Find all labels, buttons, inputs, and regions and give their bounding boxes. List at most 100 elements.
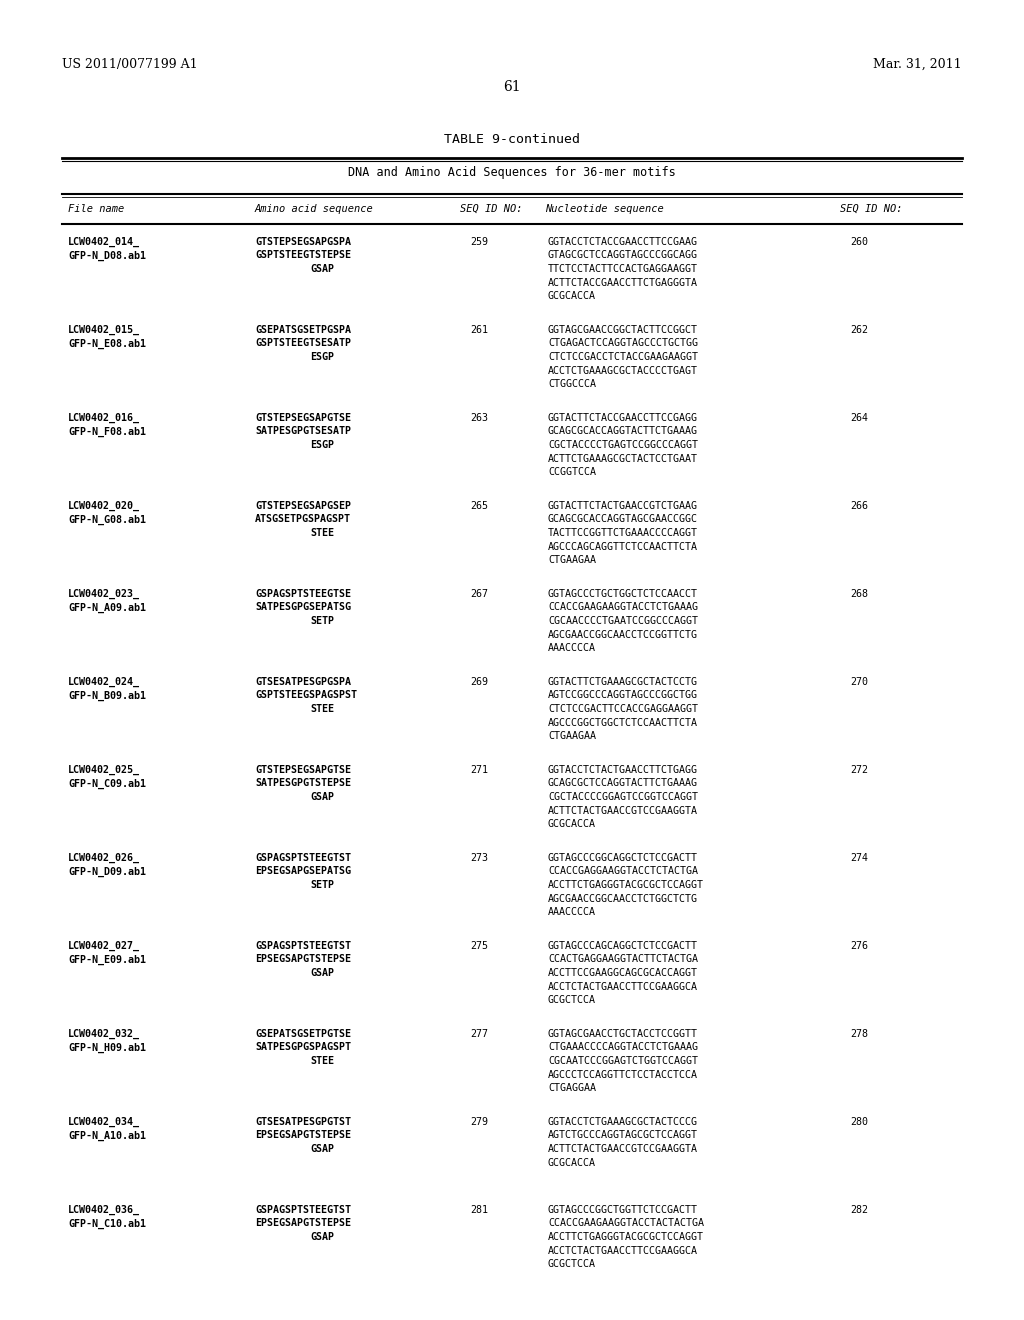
Text: EPSEGSAPGTSTEPSE: EPSEGSAPGTSTEPSE xyxy=(255,954,351,965)
Text: GSEPATSGSETPGSPA: GSEPATSGSETPGSPA xyxy=(255,325,351,335)
Text: 271: 271 xyxy=(470,766,488,775)
Text: GCAGCGCTCCAGGTACTTCTGAAAG: GCAGCGCTCCAGGTACTTCTGAAAG xyxy=(548,779,698,788)
Text: SATPESGPGTSESATP: SATPESGPGTSESATP xyxy=(255,426,351,437)
Text: AGCCCAGCAGGTTCTCCAACTTCTA: AGCCCAGCAGGTTCTCCAACTTCTA xyxy=(548,541,698,552)
Text: GTSESATPESGPGSPA: GTSESATPESGPGSPA xyxy=(255,677,351,686)
Text: AAACCCCA: AAACCCCA xyxy=(548,643,596,653)
Text: CTGAAGAA: CTGAAGAA xyxy=(548,554,596,565)
Text: SATPESGPGSPAGSPT: SATPESGPGSPAGSPT xyxy=(255,1043,351,1052)
Text: ACCTTCTGAGGGTACGCGCTCCAGGT: ACCTTCTGAGGGTACGCGCTCCAGGT xyxy=(548,880,705,890)
Text: CCACCGAGGAAGGTACCTCTACTGA: CCACCGAGGAAGGTACCTCTACTGA xyxy=(548,866,698,876)
Text: 262: 262 xyxy=(850,325,868,335)
Text: 280: 280 xyxy=(850,1117,868,1127)
Text: GFP-N_C09.ab1: GFP-N_C09.ab1 xyxy=(68,779,146,789)
Text: TABLE 9-continued: TABLE 9-continued xyxy=(444,133,580,147)
Text: 277: 277 xyxy=(470,1030,488,1039)
Text: SETP: SETP xyxy=(310,880,334,890)
Text: GGTAGCCCGGCAGGCTCTCCGACTT: GGTAGCCCGGCAGGCTCTCCGACTT xyxy=(548,853,698,863)
Text: CCACCGAAGAAGGTACCTACTACTGA: CCACCGAAGAAGGTACCTACTACTGA xyxy=(548,1218,705,1229)
Text: LCW0402_032_: LCW0402_032_ xyxy=(68,1030,140,1039)
Text: ACCTCTACTGAACCTTCCGAAGGCA: ACCTCTACTGAACCTTCCGAAGGCA xyxy=(548,982,698,991)
Text: GFP-N_D08.ab1: GFP-N_D08.ab1 xyxy=(68,251,146,261)
Text: CCGGTCCA: CCGGTCCA xyxy=(548,467,596,477)
Text: GSPAGSPTSTEEGTST: GSPAGSPTSTEEGTST xyxy=(255,941,351,950)
Text: CTGGCCCA: CTGGCCCA xyxy=(548,379,596,389)
Text: GFP-N_H09.ab1: GFP-N_H09.ab1 xyxy=(68,1043,146,1053)
Text: SEQ ID NO:: SEQ ID NO: xyxy=(840,205,902,214)
Text: 278: 278 xyxy=(850,1030,868,1039)
Text: GSAP: GSAP xyxy=(310,792,334,803)
Text: ACTTCTACCGAACCTTCTGAGGGTA: ACTTCTACCGAACCTTCTGAGGGTA xyxy=(548,277,698,288)
Text: GSPTSTEEGTSESATP: GSPTSTEEGTSESATP xyxy=(255,338,351,348)
Text: STEE: STEE xyxy=(310,528,334,539)
Text: AGCGAACCGGCAACCTCTGGCTCTG: AGCGAACCGGCAACCTCTGGCTCTG xyxy=(548,894,698,903)
Text: TTCTCCTACTTCCACTGAGGAAGGT: TTCTCCTACTTCCACTGAGGAAGGT xyxy=(548,264,698,275)
Text: CTGAGGAA: CTGAGGAA xyxy=(548,1082,596,1093)
Text: GCGCTCCA: GCGCTCCA xyxy=(548,1259,596,1269)
Text: 274: 274 xyxy=(850,853,868,863)
Text: ACCTCTACTGAACCTTCCGAAGGCA: ACCTCTACTGAACCTTCCGAAGGCA xyxy=(548,1246,698,1255)
Text: LCW0402_036_: LCW0402_036_ xyxy=(68,1205,140,1216)
Text: 261: 261 xyxy=(470,325,488,335)
Text: ATSGSETPGSPAGSPT: ATSGSETPGSPAGSPT xyxy=(255,515,351,524)
Text: 270: 270 xyxy=(850,677,868,686)
Text: ESGP: ESGP xyxy=(310,352,334,362)
Text: EPSEGSAPGTSTEPSE: EPSEGSAPGTSTEPSE xyxy=(255,1218,351,1229)
Text: 268: 268 xyxy=(850,589,868,599)
Text: CGCTACCCCGGAGTCCGGTCCAGGT: CGCTACCCCGGAGTCCGGTCCAGGT xyxy=(548,792,698,803)
Text: 272: 272 xyxy=(850,766,868,775)
Text: LCW0402_015_: LCW0402_015_ xyxy=(68,325,140,335)
Text: GTAGCGCTCCAGGTAGCCCGGCAGG: GTAGCGCTCCAGGTAGCCCGGCAGG xyxy=(548,251,698,260)
Text: CTGAGACTCCAGGTAGCCCTGCTGG: CTGAGACTCCAGGTAGCCCTGCTGG xyxy=(548,338,698,348)
Text: SATPESGPGTSTEPSE: SATPESGPGTSTEPSE xyxy=(255,779,351,788)
Text: Nucleotide sequence: Nucleotide sequence xyxy=(545,205,664,214)
Text: AGTCCGGCCCAGGTAGCCCGGCTGG: AGTCCGGCCCAGGTAGCCCGGCTGG xyxy=(548,690,698,701)
Text: GCGCTCCA: GCGCTCCA xyxy=(548,995,596,1005)
Text: AGCCCGGCTGGCTCTCCAACTTCTA: AGCCCGGCTGGCTCTCCAACTTCTA xyxy=(548,718,698,727)
Text: CTGAAGAA: CTGAAGAA xyxy=(548,731,596,741)
Text: CGCAACCCCTGAATCCGGCCCAGGT: CGCAACCCCTGAATCCGGCCCAGGT xyxy=(548,616,698,626)
Text: GCGCACCA: GCGCACCA xyxy=(548,1158,596,1167)
Text: 279: 279 xyxy=(470,1117,488,1127)
Text: GSEPATSGSETPGTSE: GSEPATSGSETPGTSE xyxy=(255,1030,351,1039)
Text: GGTAGCCCAGCAGGCTCTCCGACTT: GGTAGCCCAGCAGGCTCTCCGACTT xyxy=(548,941,698,950)
Text: ACTTCTGAAAGCGCTACTCCTGAAT: ACTTCTGAAAGCGCTACTCCTGAAT xyxy=(548,454,698,463)
Text: CTCTCCGACTTCCACCGAGGAAGGT: CTCTCCGACTTCCACCGAGGAAGGT xyxy=(548,704,698,714)
Text: GGTACTTCTACCGAACCTTCCGAGG: GGTACTTCTACCGAACCTTCCGAGG xyxy=(548,413,698,422)
Text: GGTACCTCTGAAAGCGCTACTCCCG: GGTACCTCTGAAAGCGCTACTCCCG xyxy=(548,1117,698,1127)
Text: LCW0402_026_: LCW0402_026_ xyxy=(68,853,140,863)
Text: GFP-N_A10.ab1: GFP-N_A10.ab1 xyxy=(68,1130,146,1140)
Text: 281: 281 xyxy=(470,1205,488,1214)
Text: AGCCCTCCAGGTTCTCCTACCTCCA: AGCCCTCCAGGTTCTCCTACCTCCA xyxy=(548,1069,698,1080)
Text: LCW0402_034_: LCW0402_034_ xyxy=(68,1117,140,1127)
Text: CTGAAACCCCAGGTACCTCTGAAAG: CTGAAACCCCAGGTACCTCTGAAAG xyxy=(548,1043,698,1052)
Text: GCAGCGCACCAGGTAGCGAACCGGC: GCAGCGCACCAGGTAGCGAACCGGC xyxy=(548,515,698,524)
Text: LCW0402_020_: LCW0402_020_ xyxy=(68,502,140,511)
Text: 263: 263 xyxy=(470,413,488,422)
Text: GFP-N_F08.ab1: GFP-N_F08.ab1 xyxy=(68,426,146,437)
Text: GSAP: GSAP xyxy=(310,1232,334,1242)
Text: 267: 267 xyxy=(470,589,488,599)
Text: GGTACTTCTACTGAACCGTCTGAAG: GGTACTTCTACTGAACCGTCTGAAG xyxy=(548,502,698,511)
Text: GSPTSTEEGSPAGSPST: GSPTSTEEGSPAGSPST xyxy=(255,690,357,701)
Text: GSPTSTEEGTSTEPSE: GSPTSTEEGTSTEPSE xyxy=(255,251,351,260)
Text: GGTAGCGAACCTGCTACCTCCGGTT: GGTAGCGAACCTGCTACCTCCGGTT xyxy=(548,1030,698,1039)
Text: CCACTGAGGAAGGTACTTCTACTGA: CCACTGAGGAAGGTACTTCTACTGA xyxy=(548,954,698,965)
Text: 275: 275 xyxy=(470,941,488,950)
Text: SETP: SETP xyxy=(310,616,334,626)
Text: 266: 266 xyxy=(850,502,868,511)
Text: STEE: STEE xyxy=(310,1056,334,1067)
Text: GGTAGCCCGGCTGGTTCTCCGACTT: GGTAGCCCGGCTGGTTCTCCGACTT xyxy=(548,1205,698,1214)
Text: EPSEGSAPGSEPATSG: EPSEGSAPGSEPATSG xyxy=(255,866,351,876)
Text: GTSTEPSEGSAPGSPA: GTSTEPSEGSAPGSPA xyxy=(255,238,351,247)
Text: GGTACTTCTGAAAGCGCTACTCCTG: GGTACTTCTGAAAGCGCTACTCCTG xyxy=(548,677,698,686)
Text: ACTTCTACTGAACCGTCCGAAGGTA: ACTTCTACTGAACCGTCCGAAGGTA xyxy=(548,805,698,816)
Text: Mar. 31, 2011: Mar. 31, 2011 xyxy=(873,58,962,71)
Text: ACTTCTACTGAACCGTCCGAAGGTA: ACTTCTACTGAACCGTCCGAAGGTA xyxy=(548,1144,698,1154)
Text: ACCTTCCGAAGGCAGCGCACCAGGT: ACCTTCCGAAGGCAGCGCACCAGGT xyxy=(548,968,698,978)
Text: GSAP: GSAP xyxy=(310,968,334,978)
Text: ACCTTCTGAGGGTACGCGCTCCAGGT: ACCTTCTGAGGGTACGCGCTCCAGGT xyxy=(548,1232,705,1242)
Text: GFP-N_B09.ab1: GFP-N_B09.ab1 xyxy=(68,690,146,701)
Text: CGCAATCCCGGAGTCTGGTCCAGGT: CGCAATCCCGGAGTCTGGTCCAGGT xyxy=(548,1056,698,1067)
Text: GGTAGCGAACCGGCTACTTCCGGCT: GGTAGCGAACCGGCTACTTCCGGCT xyxy=(548,325,698,335)
